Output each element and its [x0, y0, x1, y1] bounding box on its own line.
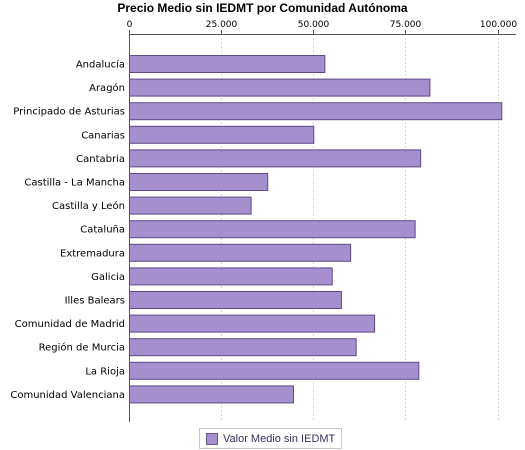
bar	[129, 220, 416, 239]
category-label: Comunidad de Madrid	[15, 319, 125, 330]
category-label: Canarias	[81, 130, 125, 141]
tick-label: 100.000	[480, 20, 517, 30]
category-label: Aragón	[89, 82, 125, 94]
category-label: Galicia	[91, 272, 125, 283]
category-label: Castilla y León	[52, 200, 125, 212]
tick-label: 75.000	[390, 20, 422, 30]
bar	[129, 173, 269, 191]
bar	[129, 125, 315, 144]
bar	[129, 338, 357, 357]
category-label: Cataluña	[80, 225, 125, 236]
bar	[129, 149, 422, 168]
legend[interactable]: Valor Medio sin IEDMT	[199, 428, 343, 449]
bar	[129, 267, 333, 286]
bar	[129, 361, 420, 380]
bar	[129, 55, 326, 73]
tick-label: 0	[127, 20, 133, 30]
bar	[129, 243, 352, 262]
category-label: Comunidad Valenciana	[10, 390, 125, 401]
bar	[129, 385, 295, 404]
tick-label: 25.000	[206, 20, 238, 30]
legend-swatch	[206, 432, 218, 445]
bar	[129, 314, 376, 333]
bar	[129, 78, 431, 97]
category-label: La Rioja	[85, 366, 125, 377]
category-label: Región de Murcia	[39, 342, 125, 354]
bar	[129, 102, 503, 121]
bar	[129, 196, 252, 215]
category-label: Principado de Asturias	[13, 107, 125, 118]
category-label: Cantabria	[76, 154, 125, 165]
category-label: Castilla - La Mancha	[24, 178, 125, 189]
bar	[129, 291, 342, 309]
tick-label: 50.000	[298, 20, 330, 30]
category-label: Extremadura	[60, 248, 125, 259]
category-label: Illes Balears	[65, 296, 125, 307]
chart-title: Precio Medio sin IEDMT por Comunidad Aut…	[117, 1, 408, 15]
legend-label: Valor Medio sin IEDMT	[223, 432, 336, 445]
category-label: Andalucía	[76, 59, 125, 71]
